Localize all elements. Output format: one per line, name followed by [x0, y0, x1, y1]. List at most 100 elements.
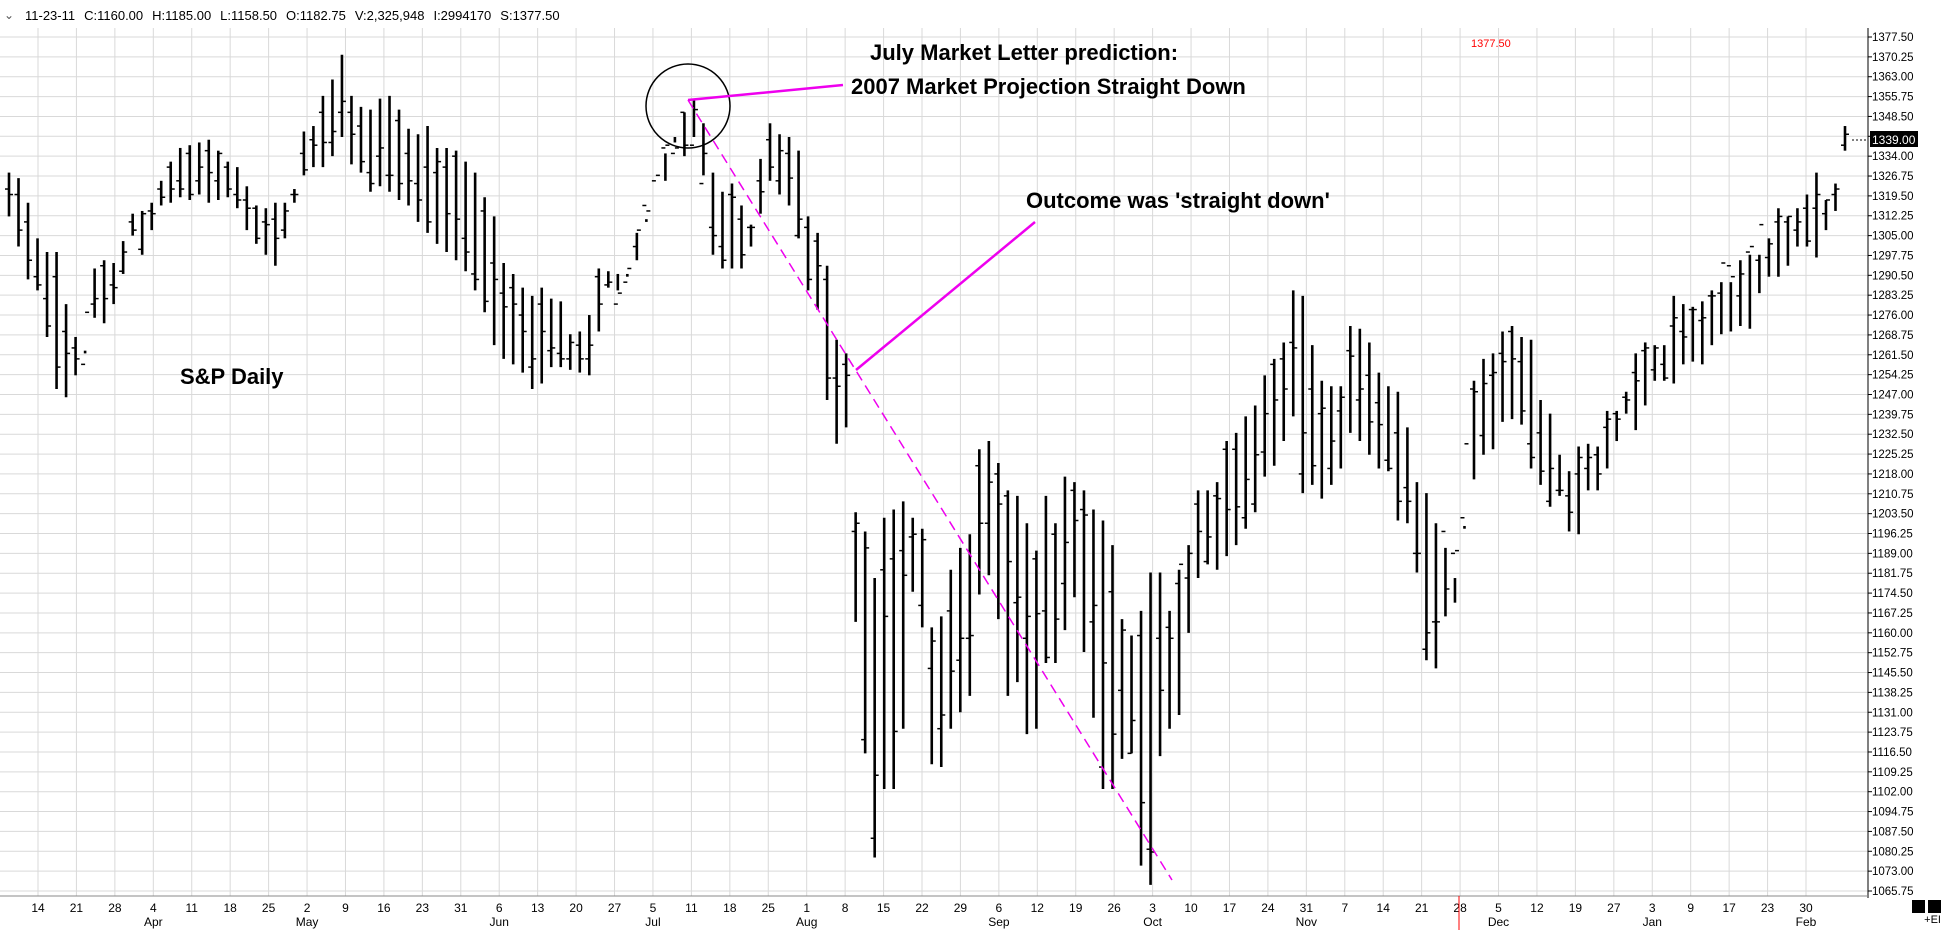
ohlc-bar: [271, 202, 280, 266]
x-tick-label: 10: [1184, 901, 1198, 915]
ohlc-bar: [5, 172, 13, 217]
x-tick-label: 31: [1300, 901, 1314, 915]
ohlc-bar: [1555, 454, 1564, 496]
ohlc-bar: [204, 139, 213, 203]
ohlc-bar: [138, 210, 147, 255]
y-tick-label: 1363.00: [1872, 72, 1914, 84]
ohlc-bar: [1022, 523, 1031, 735]
header-volume: V:2,325,948: [354, 7, 425, 23]
ohlc-bar: [1650, 345, 1659, 381]
ohlc-bar: [157, 180, 166, 206]
ohlc-bar: [1060, 476, 1069, 631]
ohlc-bar: [1536, 399, 1545, 485]
ohlc-bar: [756, 158, 765, 214]
ohlc-bar: [1346, 326, 1355, 433]
x-tick-label: 18: [223, 901, 237, 915]
ohlc-bar: [242, 186, 251, 231]
price-axis: 1377.501370.251363.001355.751348.501341.…: [1868, 32, 1914, 898]
ohlc-bar: [699, 123, 708, 185]
ohlc-bar: [1384, 386, 1393, 472]
ohlc-bar: [299, 131, 308, 176]
ohlc-bar: [956, 547, 965, 713]
x-tick-label: 21: [70, 901, 84, 915]
ohlc-bar: [623, 267, 632, 283]
x-tick-label: 18: [723, 901, 737, 915]
x-tick-label: 20: [569, 901, 583, 915]
y-tick-label: 1065.75: [1872, 886, 1914, 898]
outcome-label: Outcome was 'straight down': [1026, 188, 1330, 213]
ohlc-bar: [518, 287, 527, 373]
x-tick-label: 22: [915, 901, 929, 915]
y-tick-label: 1232.50: [1872, 429, 1914, 441]
y-tick-label: 1268.75: [1872, 330, 1914, 342]
ohlc-bar: [1612, 410, 1621, 442]
ohlc-bar: [1041, 495, 1050, 663]
ohlc-bar: [1498, 331, 1507, 422]
chart-menu-icon[interactable]: ⌄: [3, 8, 15, 22]
x-tick-label: 23: [416, 901, 430, 915]
ohlc-bar: [1194, 490, 1203, 579]
ohlc-bar: [1251, 405, 1260, 513]
ohlc-bar: [290, 189, 299, 203]
ohlc-bar: [1764, 238, 1773, 277]
x-tick-label: 9: [342, 901, 349, 915]
minimize-icon[interactable]: [1912, 900, 1925, 913]
header-open: O:1182.75: [286, 7, 346, 23]
peak-highlight-circle: [645, 63, 731, 149]
y-tick-label: 1334.00: [1872, 151, 1914, 163]
ohlc-bar: [1355, 328, 1364, 442]
x-tick-label: 29: [954, 901, 968, 915]
ohlc-bar: [842, 353, 851, 428]
maximize-icon[interactable]: [1928, 900, 1941, 913]
ohlc-bar: [1812, 172, 1821, 258]
ohlc-bar: [1108, 545, 1117, 789]
ohlc-bar: [347, 95, 356, 165]
ohlc-bar: [1213, 482, 1222, 570]
y-tick-label: 1131.00: [1872, 707, 1913, 719]
ohlc-bar: [585, 315, 594, 376]
ohlc-bar: [889, 509, 898, 789]
series-label: S&P Daily: [180, 364, 284, 389]
x-tick-label: 17: [1223, 901, 1237, 915]
y-tick-label: 1094.75: [1872, 807, 1914, 819]
ohlc-bar: [594, 268, 603, 332]
ohlc-bar: [1508, 326, 1517, 420]
ohlc-bar: [252, 205, 261, 244]
ohlc-bar: [337, 54, 346, 137]
ohlc-bar: [727, 183, 736, 269]
ohlc-bar: [1298, 295, 1307, 494]
ohlc-bar: [632, 229, 641, 261]
ohlc-bar: [613, 273, 622, 305]
x-tick-label: 25: [762, 901, 776, 915]
ohlc-bar: [899, 501, 908, 729]
x-tick-label: 28: [108, 901, 122, 915]
ohlc-bar: [880, 517, 889, 789]
ohlc-bar: [1232, 432, 1241, 546]
ohlc-bar: [785, 136, 794, 206]
y-tick-label: 1305.00: [1872, 231, 1914, 243]
ohlc-bar: [937, 616, 946, 768]
ohlc-bar: [385, 95, 394, 192]
y-tick-label: 1087.50: [1872, 826, 1914, 838]
ohlc-bar: [1755, 223, 1764, 294]
ohlc-bar: [661, 144, 670, 181]
ohlc-bar: [1098, 520, 1107, 789]
ohlc-bar: [984, 441, 993, 576]
ohlc-bar: [356, 106, 365, 173]
ohlc-bar: [1631, 353, 1640, 431]
ohlc-bar: [1127, 635, 1136, 755]
ohlc-bar: [1831, 183, 1840, 211]
ohlc-bar: [1013, 495, 1022, 683]
month-label: Nov: [1296, 915, 1317, 929]
ohlc-bar: [1184, 545, 1193, 633]
header-date: 11-23-11: [25, 7, 76, 23]
ohlc-bar: [1317, 380, 1326, 499]
ohlc-bar: [480, 197, 489, 313]
expand-label[interactable]: +EI: [1924, 914, 1941, 926]
x-tick-label: 27: [608, 901, 622, 915]
outcome-pointer-line: [855, 221, 1036, 371]
ohlc-bar: [62, 304, 71, 398]
month-label: Dec: [1488, 915, 1509, 929]
ohlc-bar: [490, 216, 499, 346]
